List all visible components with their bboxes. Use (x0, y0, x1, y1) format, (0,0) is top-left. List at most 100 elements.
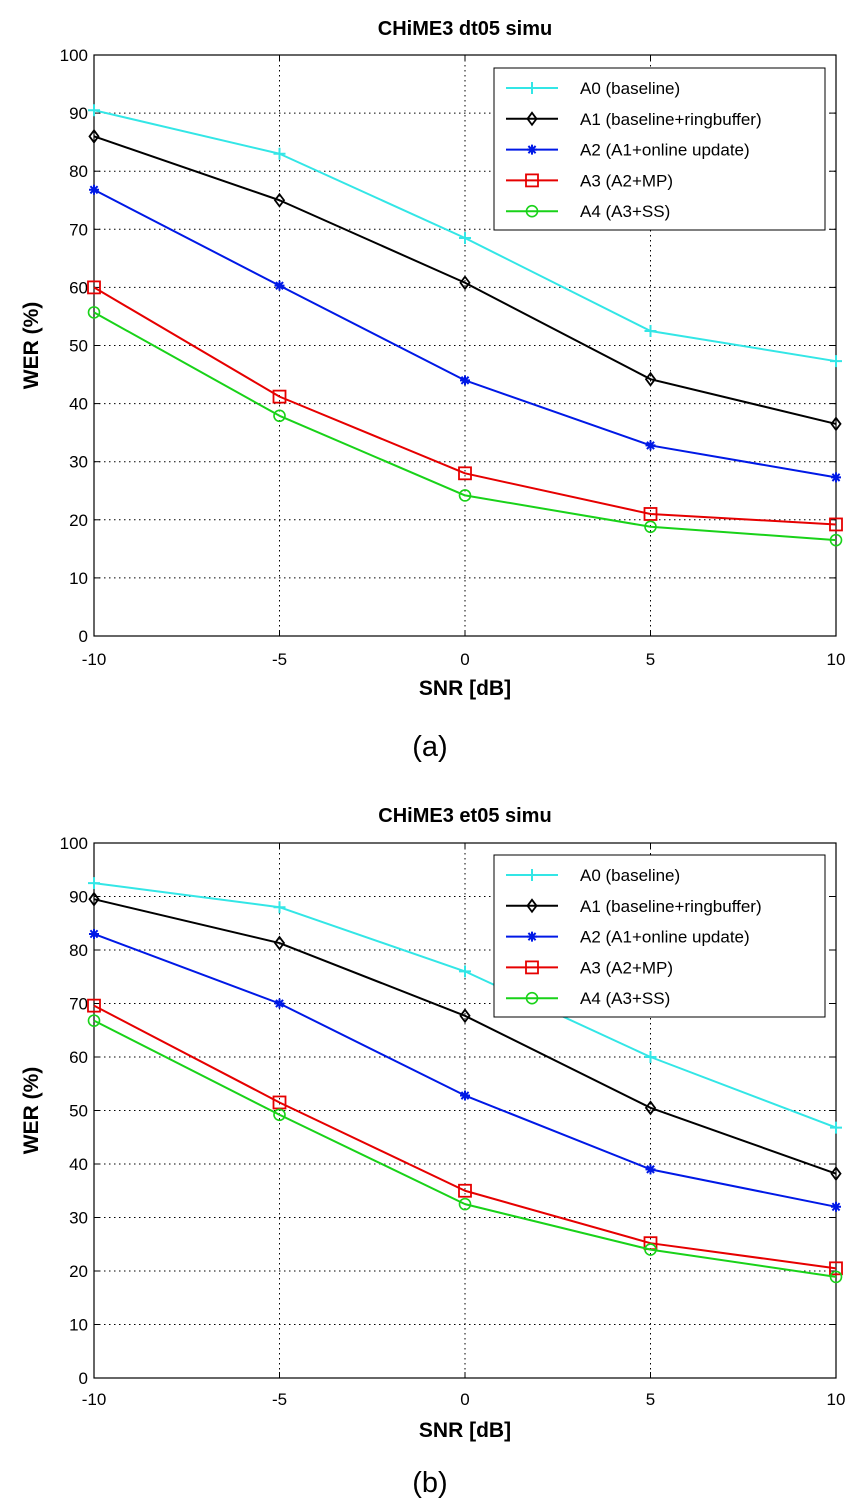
y-axis-label: WER (%) (20, 302, 43, 390)
data-point (458, 1183, 472, 1198)
figure-caption: (a) (412, 731, 447, 763)
legend-label: A2 (A1+online update) (580, 928, 750, 947)
legend-marker (525, 991, 539, 1005)
data-point (88, 891, 100, 907)
y-tick-label: 20 (69, 511, 88, 530)
y-tick-label: 20 (69, 1262, 88, 1281)
legend-entry-a0: A0 (baseline) (506, 866, 680, 885)
legend-entry-a3: A3 (A2+MP) (506, 171, 673, 190)
legend-entry-a0: A0 (baseline) (506, 79, 680, 98)
series-a3 (87, 998, 843, 1276)
series-line (93, 898, 837, 1175)
data-point (645, 440, 656, 451)
data-point (644, 1051, 657, 1063)
series-a2 (89, 928, 841, 1212)
data-point (274, 280, 285, 291)
figure-caption: (b) (412, 1467, 447, 1499)
legend-label: A4 (A3+SS) (580, 989, 670, 1008)
y-axis-label: WER (%) (20, 1067, 43, 1155)
data-point (644, 1100, 657, 1116)
data-point (830, 1121, 842, 1134)
legend-marker (527, 931, 537, 942)
legend-label: A3 (A2+MP) (580, 958, 673, 977)
chart-title: CHiME3 dt05 simu (378, 18, 552, 40)
series-a0 (88, 877, 842, 1134)
chart-title: CHiME3 et05 simu (378, 805, 551, 827)
data-point (830, 416, 842, 432)
legend-marker (526, 82, 538, 94)
y-tick-label: 10 (69, 569, 88, 588)
x-tick-label: 0 (460, 650, 469, 669)
data-point (273, 901, 286, 914)
series-a1 (88, 128, 842, 432)
data-point (830, 355, 842, 368)
legend-label: A4 (A3+SS) (580, 202, 670, 221)
series-line (93, 286, 837, 526)
data-point (88, 877, 100, 890)
series-a3 (87, 280, 843, 532)
y-tick-label: 90 (69, 888, 88, 907)
y-tick-label: 100 (60, 46, 88, 65)
legend: A0 (baseline) A1 (baseline+ringbuffer) A2 … (493, 67, 826, 231)
x-tick-label: -5 (272, 650, 287, 669)
data-point (645, 1164, 656, 1175)
legend-entry-a2: A2 (A1+online update) (506, 141, 750, 160)
series-line (93, 135, 837, 425)
data-point (829, 1270, 843, 1284)
y-tick-label: 50 (69, 1102, 88, 1121)
data-point (89, 184, 99, 195)
legend-label: A2 (A1+online update) (580, 141, 750, 160)
y-tick-label: 60 (69, 1048, 88, 1067)
x-axis-label: SNR [dB] (419, 1419, 511, 1442)
y-tick-label: 30 (69, 453, 88, 472)
legend-label: A1 (baseline+ringbuffer) (580, 897, 762, 916)
grid (94, 55, 836, 636)
chart-b: 0 10 20 30 40 50 60 70 80 90 100 -10 -5 0 5 10 CHiME3 et… (20, 805, 845, 1499)
y-tick-label: 70 (69, 995, 88, 1014)
legend-entry-a3: A3 (A2+MP) (506, 958, 673, 977)
data-point (87, 998, 101, 1013)
y-tick-label: 0 (79, 627, 88, 646)
series-line (93, 1004, 837, 1270)
series-line (93, 311, 837, 542)
data-point (829, 1261, 843, 1276)
data-point (644, 1243, 657, 1256)
legend-marker (525, 173, 539, 188)
data-point (88, 104, 100, 117)
data-point (87, 1014, 101, 1027)
data-point (273, 1108, 286, 1122)
y-tick-label: 100 (60, 834, 88, 853)
chart-a: 0 10 20 30 40 50 60 70 80 90 100 -10 -5 0 5 10 CHiME3 dt… (20, 18, 845, 763)
data-point (644, 324, 657, 337)
data-point (460, 1090, 470, 1101)
data-point (829, 517, 843, 532)
legend-marker (525, 960, 539, 975)
x-tick-label: 5 (646, 1390, 655, 1409)
x-tick-label: -10 (82, 650, 107, 669)
y-tick-label: 30 (69, 1209, 88, 1228)
data-point (459, 232, 471, 245)
legend: A0 (baseline) A1 (baseline+ringbuffer) A2 … (493, 854, 826, 1018)
data-point (273, 192, 286, 208)
series-a4 (87, 1014, 843, 1284)
data-point (458, 489, 472, 502)
data-point (458, 466, 472, 481)
y-tick-label: 60 (69, 278, 88, 297)
legend-entry-a2: A2 (A1+online update) (506, 928, 750, 947)
legend-label: A0 (baseline) (580, 79, 680, 98)
data-point (87, 306, 101, 319)
series-a2 (89, 184, 841, 483)
legend-entry-a1: A1 (baseline+ringbuffer) (506, 897, 762, 916)
x-tick-label: -10 (82, 1390, 107, 1409)
y-tick-label: 80 (69, 162, 88, 181)
data-point (89, 928, 99, 939)
y-tick-label: 40 (69, 395, 88, 414)
x-tick-label: 10 (827, 650, 846, 669)
data-point (459, 1008, 471, 1024)
x-tick-label: 10 (827, 1390, 846, 1409)
data-point (644, 520, 657, 534)
x-tick-label: 5 (646, 650, 655, 669)
legend-entry-a4: A4 (A3+SS) (506, 202, 670, 221)
data-point (644, 371, 657, 387)
